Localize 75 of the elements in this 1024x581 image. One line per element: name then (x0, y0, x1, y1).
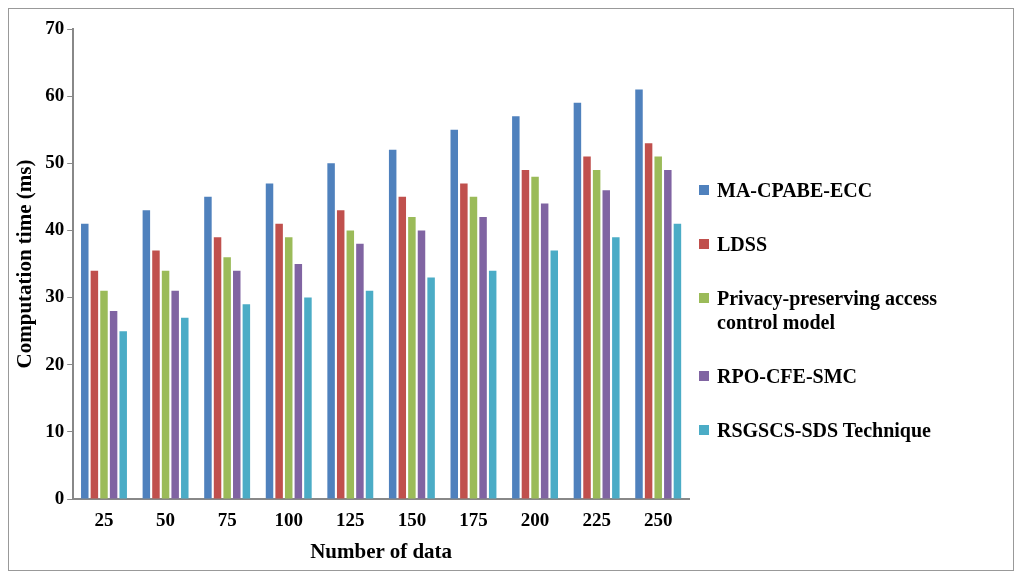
bar (460, 183, 468, 499)
bar (417, 230, 426, 499)
bar (592, 170, 601, 499)
bar (479, 217, 487, 499)
bar (90, 270, 99, 499)
x-tick-label: 50 (156, 509, 176, 531)
bar (664, 170, 672, 499)
bar (242, 304, 251, 499)
legend-label: MA-CPABE-ECC (717, 177, 873, 202)
bar (142, 210, 151, 499)
legend-label: RPO-CFE-SMC (717, 363, 857, 388)
bar (450, 129, 458, 499)
bar (327, 163, 335, 499)
bar (540, 203, 549, 499)
bar (365, 290, 374, 499)
bar (469, 196, 478, 499)
bar (81, 223, 89, 499)
x-tick-label: 25 (94, 509, 114, 531)
bar (233, 270, 241, 499)
bar (265, 183, 274, 499)
bar (644, 143, 653, 499)
bar (223, 257, 231, 499)
bar (635, 89, 643, 499)
bar (294, 264, 303, 499)
bar (100, 290, 108, 499)
bar (573, 102, 582, 499)
x-axis-title: Number of data (310, 538, 453, 563)
x-tick-label: 175 (459, 509, 488, 531)
bar (673, 223, 682, 499)
bar (161, 270, 170, 499)
bar (356, 243, 364, 499)
bar (304, 297, 312, 499)
x-tick-label: 250 (643, 509, 673, 531)
bar (488, 270, 497, 499)
bar (398, 196, 407, 499)
bar (602, 190, 610, 499)
y-tick-label: 40 (45, 218, 65, 240)
bar (213, 237, 222, 499)
bar (119, 331, 127, 499)
legend-label: LDSS (717, 231, 768, 256)
x-tick-label: 225 (582, 509, 611, 531)
legend-label: Privacy-preserving access control model (717, 285, 939, 334)
y-axis-title: Computation time (ms) (12, 159, 37, 369)
bar (521, 170, 530, 499)
bar (612, 237, 620, 499)
bar (512, 116, 520, 499)
y-tick-label: 20 (45, 352, 65, 374)
bar (346, 230, 355, 499)
x-tick-label: 100 (274, 509, 303, 531)
x-tick-label: 150 (397, 509, 427, 531)
bar (654, 156, 662, 499)
bar (171, 290, 179, 499)
bar (275, 223, 283, 499)
x-tick-label: 200 (520, 509, 550, 531)
y-tick-label: 70 (45, 16, 65, 38)
bar (531, 176, 539, 499)
y-tick-label: 50 (45, 151, 65, 173)
bar (408, 217, 416, 499)
bar (550, 250, 559, 499)
y-tick-label: 0 (54, 486, 65, 508)
y-tick-label: 10 (45, 419, 65, 441)
bar (204, 196, 212, 499)
y-tick-label: 30 (45, 285, 65, 307)
bar (336, 210, 345, 499)
bar (284, 237, 293, 499)
y-tick-label: 60 (45, 84, 65, 106)
bar (388, 149, 397, 499)
legend-label: RSGSCS-SDS Technique (717, 417, 931, 442)
x-tick-label: 125 (336, 509, 365, 531)
bar (109, 311, 118, 499)
bar (152, 250, 160, 499)
bar (427, 277, 435, 499)
bar (583, 156, 591, 499)
x-tick-label: 75 (217, 509, 237, 531)
bar (181, 317, 189, 499)
